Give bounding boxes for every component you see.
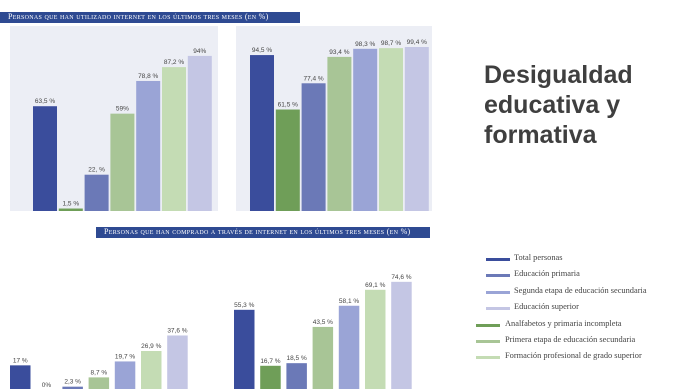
data-label: 37,6 % (167, 327, 187, 334)
chart-internet-use: Personas que han utilizado internet en l… (0, 0, 432, 212)
legend-item: Formación profesional de grado superior (474, 350, 676, 366)
data-label: 63,5 % (35, 98, 55, 105)
data-label: 17 % (13, 357, 28, 364)
bar (391, 281, 412, 389)
chart-internet-purchase: Personas que han comprado a través de in… (0, 227, 432, 389)
data-label: 93,4 % (329, 49, 349, 56)
bar (167, 335, 188, 389)
legend-label: Primera etapa de educación secundaria (505, 334, 636, 344)
data-label: 99,4 % (407, 39, 427, 46)
data-label: 1,5 % (62, 201, 79, 208)
chart-title-banner (96, 227, 430, 238)
bar (136, 80, 161, 211)
bar (365, 289, 386, 389)
data-label: 69,1 % (365, 282, 385, 289)
data-label: 74,6 % (391, 274, 411, 281)
bar (84, 174, 109, 211)
bar (353, 48, 378, 212)
bar (234, 309, 255, 389)
legend-label: Formación profesional de grado superior (505, 351, 642, 361)
data-label: 61,5 % (278, 102, 298, 109)
data-label: 8,7 % (91, 369, 108, 376)
data-label: 0% (42, 382, 52, 389)
legend-item: Primera etapa de educación secundaria (474, 334, 676, 350)
bar (275, 109, 300, 211)
data-label: 55,3 % (234, 302, 254, 309)
legend-item: Total personas (474, 252, 676, 268)
data-label: 22, % (88, 167, 105, 174)
legend-swatch (476, 339, 500, 343)
chart-title-banner (0, 12, 300, 23)
data-label: 87,2 % (164, 59, 184, 66)
legend-label: Educación superior (514, 302, 579, 312)
data-label: 59% (116, 106, 129, 113)
bar (338, 305, 360, 389)
bar (10, 365, 31, 389)
bar (141, 350, 162, 389)
bar (312, 326, 334, 389)
legend-item: Analfabetos y primaria incompleta (474, 318, 676, 334)
bar (88, 377, 110, 389)
legend-swatch (486, 274, 510, 278)
legend-item: Educación superior (474, 301, 676, 317)
data-label: 43,5 % (313, 319, 333, 326)
bar (187, 55, 212, 212)
data-label: 26,9 % (141, 343, 161, 350)
bar (110, 113, 135, 211)
bar (58, 208, 83, 211)
bar (62, 386, 83, 389)
bar (33, 106, 57, 211)
legend-swatch (486, 258, 510, 261)
legend-label: Total personas (514, 253, 563, 262)
legend-swatch (476, 356, 500, 360)
bar (404, 46, 429, 211)
chart-internet-use-plot: 63,5 % 1,5 % 22, % 59% 78,8 % 87,2 % 94% 94,5 %… (10, 26, 432, 212)
bar (327, 56, 352, 211)
legend-swatch (486, 307, 510, 311)
bar (301, 83, 326, 211)
legend-label: Segunda etapa de educación secundaria (514, 285, 647, 295)
data-label: 58,1 % (339, 298, 359, 305)
data-label: 94,5 % (252, 47, 272, 54)
legend-swatch (476, 323, 500, 327)
data-label: 77,4 % (303, 75, 323, 82)
data-label: 94% (193, 48, 206, 55)
chart-title: Personas que han utilizado internet en l… (8, 12, 269, 21)
chart-title: Personas que han comprado a través de in… (104, 227, 411, 236)
slide-title-line: formativa (484, 121, 597, 149)
bar (379, 48, 403, 211)
legend-label: Analfabetos y primaria incompleta (505, 318, 622, 328)
bar (114, 361, 136, 389)
slide-title: Desigualdad educativa y formativa (484, 60, 674, 150)
bar (286, 363, 307, 389)
data-label: 19,7 % (115, 353, 135, 360)
data-label: 2,3 % (64, 379, 81, 386)
slide-title-line: Desigualdad (484, 61, 633, 89)
legend-swatch (486, 290, 510, 294)
chart-internet-purchase-plot: 17 % 0% 2,3 % 8,7 % 19,7 % 26,9 % 37,6 % 55,3 %… (10, 274, 412, 389)
data-label: 98,3 % (355, 41, 375, 48)
bar (250, 55, 274, 212)
data-label: 18,5 % (287, 355, 307, 362)
legend-item: Educación primaria (474, 268, 676, 284)
bar (162, 67, 186, 212)
data-label: 78,8 % (138, 73, 158, 80)
data-label: 98,7 % (381, 40, 401, 47)
slide-title-line: educativa y (484, 91, 621, 119)
chart-legend: Total personas Educación primaria Segund… (474, 252, 676, 367)
data-label: 16,7 % (260, 358, 280, 365)
legend-item: Segunda etapa de educación secundaria (474, 285, 676, 301)
legend-label: Educación primaria (514, 269, 580, 279)
bar (260, 365, 281, 389)
